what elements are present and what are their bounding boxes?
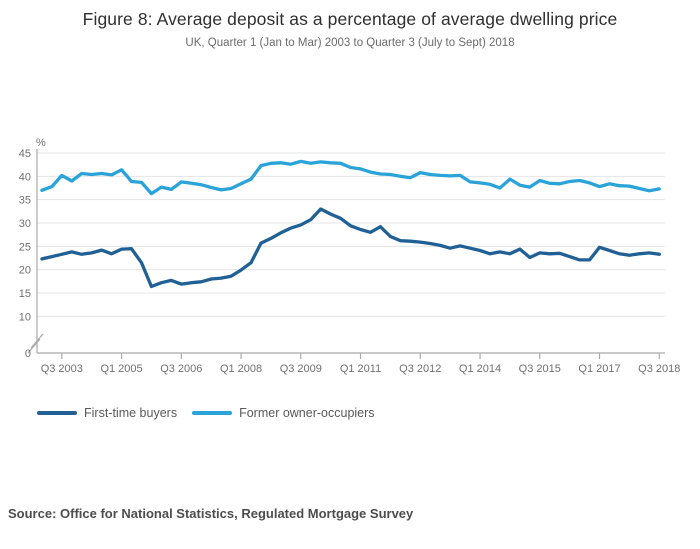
y-tick-label: 25 bbox=[19, 241, 31, 253]
x-tick-label: Q1 2017 bbox=[578, 363, 620, 375]
legend-line-swatch-first-time-buyers bbox=[37, 411, 77, 415]
x-tick-label: Q1 2008 bbox=[220, 363, 262, 375]
y-tick-label: 15 bbox=[19, 288, 31, 300]
x-tick-label: Q3 2015 bbox=[519, 363, 561, 375]
y-tick-label: 30 bbox=[19, 218, 31, 230]
y-tick-label: 45 bbox=[19, 148, 31, 160]
legend-item-former-owner-occupiers: Former owner-occupiers bbox=[192, 406, 375, 420]
source-note: Source: Office for National Statistics, … bbox=[8, 506, 414, 521]
y-tick-label: 10 bbox=[19, 311, 31, 323]
legend: First-time buyers Former owner-occupiers bbox=[37, 406, 375, 420]
x-tick-label: Q3 2009 bbox=[280, 363, 322, 375]
x-tick-label: Q3 2006 bbox=[160, 363, 202, 375]
y-axis-unit-label: % bbox=[36, 137, 46, 149]
x-tick-label: Q3 2012 bbox=[399, 363, 441, 375]
y-tick-label: 0 bbox=[25, 348, 31, 360]
y-tick-label: 20 bbox=[19, 265, 31, 277]
legend-label-first-time-buyers: First-time buyers bbox=[84, 406, 178, 420]
x-tick-label: Q1 2005 bbox=[100, 363, 142, 375]
chart-title: Figure 8: Average deposit as a percentag… bbox=[82, 9, 618, 29]
series-line-former-owner-occupiers bbox=[40, 159, 661, 196]
x-tick-label: Q3 2018 bbox=[638, 363, 680, 375]
series-line-first-time-buyers bbox=[40, 207, 661, 289]
axis-break-icon bbox=[30, 333, 44, 349]
legend-item-first-time-buyers: First-time buyers bbox=[37, 406, 177, 420]
axis-break-icon bbox=[27, 338, 41, 354]
legend-label-former-owner-occupiers: Former owner-occupiers bbox=[239, 406, 375, 420]
y-tick-label: 40 bbox=[19, 171, 31, 183]
y-tick-label: 35 bbox=[19, 195, 31, 207]
x-tick-label: Q3 2003 bbox=[41, 363, 83, 375]
legend-line-swatch-former-owner-occupiers bbox=[192, 411, 233, 415]
chart-subtitle: UK, Quarter 1 (Jan to Mar) 2003 to Quart… bbox=[185, 37, 515, 49]
x-tick-label: Q1 2014 bbox=[459, 363, 501, 375]
x-tick-label: Q1 2011 bbox=[340, 363, 381, 375]
